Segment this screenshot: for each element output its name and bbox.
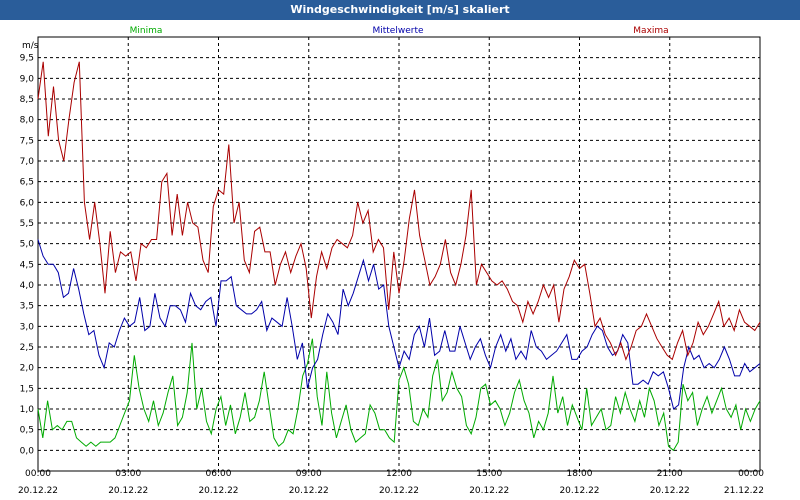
y-tick-label: 9,5 [20,54,34,64]
y-tick-label: 2,5 [20,343,34,353]
legend: Minima Mittelwerte Maxima [130,26,669,36]
x-tick-time: 00:00 [738,469,764,479]
y-tick-label: 2,0 [20,364,35,374]
y-tick-label: 9,0 [20,74,35,84]
x-tick-time: 18:00 [567,469,593,479]
series-line-maxima [37,61,761,361]
y-tick-label: 3,5 [20,302,34,312]
x-tick-time: 03:00 [115,469,141,479]
x-tick-date: 20.12.22 [289,486,329,496]
y-axis-label: m/s [22,41,39,51]
y-tick-label: 0,0 [20,446,35,456]
y-tick-label: 3,0 [20,322,35,332]
series-line-minima [37,338,761,452]
y-tick-label: 8,0 [20,116,35,126]
x-tick-date: 20.12.22 [469,486,509,496]
y-tick-label: 7,0 [20,157,35,167]
x-axis-ticks: 00:00 20.12.22 03:00 20.12.22 06:00 20.12.22 0… [18,469,764,496]
x-tick-date: 20.12.22 [18,486,58,496]
x-tick-date: 20.12.22 [108,486,148,496]
x-tick-time: 15:00 [476,469,502,479]
wind-speed-chart: 9,5 9,0 8,5 8,0 7,5 7,0 6,5 6,0 5,5 5,0 4,5 4,0 3,5 3… [18,26,764,496]
x-tick-date: 20.12.22 [650,486,690,496]
y-axis-ticks: 9,5 9,0 8,5 8,0 7,5 7,0 6,5 6,0 5,5 5,0 4,5 4,0 3,5 3… [20,54,35,457]
x-tick-time: 12:00 [386,469,412,479]
x-tick-date: 20.12.22 [559,486,599,496]
y-tick-label: 1,0 [20,405,35,415]
y-tick-label: 1,5 [20,384,34,394]
y-tick-label: 4,5 [20,260,34,270]
chart-title-bar: Windgeschwindigkeit [m/s] skaliert [0,0,800,20]
x-tick-date: 20.12.22 [198,486,238,496]
series-group [37,61,761,452]
y-tick-label: 7,5 [20,136,34,146]
legend-entry-minima: Minima [130,26,163,36]
y-tick-label: 0,5 [20,426,34,436]
y-tick-label: 6,5 [20,178,34,188]
chart-title: Windgeschwindigkeit [m/s] skaliert [290,3,510,16]
series-line-mittelwerte [37,239,761,410]
x-tick-time: 21:00 [657,469,683,479]
x-tick-time: 09:00 [296,469,322,479]
y-tick-label: 6,0 [20,198,35,208]
y-tick-label: 5,0 [20,240,35,250]
y-tick-label: 5,5 [20,219,34,229]
legend-entry-mittelwerte: Mittelwerte [372,26,423,36]
x-tick-time: 00:00 [25,469,51,479]
y-tick-label: 8,5 [20,95,34,105]
x-tick-date: 20.12.22 [379,486,419,496]
x-tick-date: 21.12.22 [724,486,764,496]
y-tick-label: 4,0 [20,281,35,291]
legend-entry-maxima: Maxima [633,26,668,36]
x-tick-time: 06:00 [206,469,232,479]
